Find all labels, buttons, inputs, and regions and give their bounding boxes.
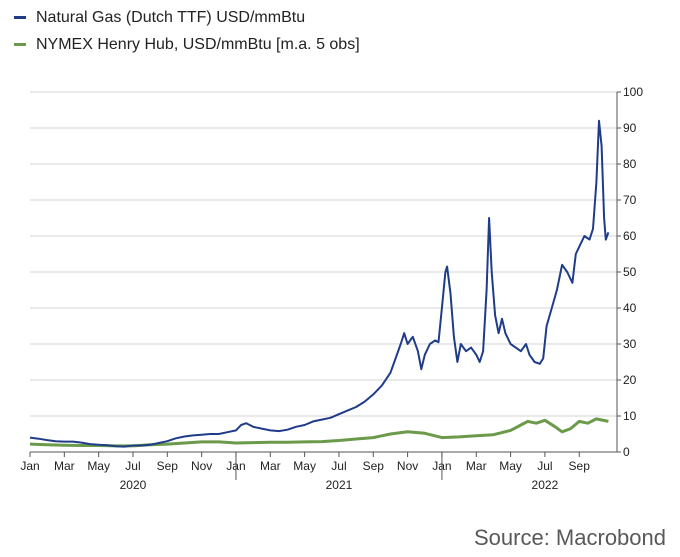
x-tick-label: May xyxy=(293,459,316,473)
y-tick-label: 10 xyxy=(623,409,637,423)
y-tick-label: 50 xyxy=(623,265,637,279)
legend-item-ttf: Natural Gas (Dutch TTF) USD/mmBtu xyxy=(14,4,360,31)
x-tick-label: Nov xyxy=(397,459,418,473)
x-tick-label: Mar xyxy=(466,459,487,473)
x-tick-label: Sep xyxy=(569,459,591,473)
x-tick-label: Jul xyxy=(537,459,552,473)
x-tick-label: Mar xyxy=(260,459,281,473)
source-note: Source: Macrobond xyxy=(474,525,666,550)
x-tick-label: Jan xyxy=(20,459,39,473)
legend-swatch-ttf xyxy=(14,16,26,19)
x-tick-label: Nov xyxy=(191,459,212,473)
y-tick-label: 70 xyxy=(623,193,637,207)
y-tick-label: 80 xyxy=(623,157,637,171)
x-tick-label: Jul xyxy=(125,459,140,473)
x-tick-label: Sep xyxy=(157,459,179,473)
year-label: 2022 xyxy=(532,478,559,492)
series-line-ttf xyxy=(29,119,610,448)
x-tick-label: Sep xyxy=(363,459,385,473)
y-tick-label: 40 xyxy=(623,301,637,315)
legend: Natural Gas (Dutch TTF) USD/mmBtu NYMEX … xyxy=(14,4,360,58)
y-tick-label: 90 xyxy=(623,121,637,135)
legend-swatch-henry-hub xyxy=(14,43,26,46)
legend-item-henry-hub: NYMEX Henry Hub, USD/mmBtu [m.a. 5 obs] xyxy=(14,31,360,58)
x-tick-label: Jul xyxy=(331,459,346,473)
year-label: 2021 xyxy=(326,478,353,492)
series-line-henry-hub xyxy=(29,417,609,448)
legend-label-ttf: Natural Gas (Dutch TTF) USD/mmBtu xyxy=(36,8,306,26)
year-label: 2020 xyxy=(120,478,147,492)
y-tick-label: 20 xyxy=(623,373,637,387)
y-tick-label: 0 xyxy=(623,445,630,459)
y-tick-label: 30 xyxy=(623,337,637,351)
x-tick-label: Mar xyxy=(54,459,75,473)
y-tick-label: 100 xyxy=(623,85,643,99)
legend-label-henry-hub: NYMEX Henry Hub, USD/mmBtu [m.a. 5 obs] xyxy=(36,35,360,53)
y-tick-label: 60 xyxy=(623,229,637,243)
x-tick-label: May xyxy=(499,459,522,473)
x-tick-label: May xyxy=(87,459,110,473)
